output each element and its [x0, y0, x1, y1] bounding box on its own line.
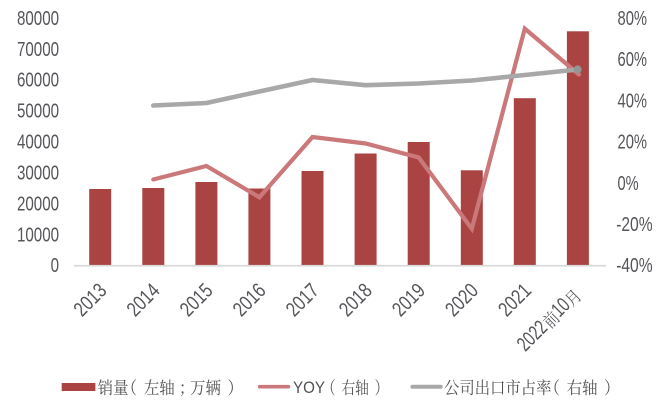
svg-text:30000: 30000	[17, 162, 59, 185]
svg-text:50000: 50000	[17, 100, 59, 123]
svg-text:60000: 60000	[17, 69, 59, 92]
svg-text:40000: 40000	[17, 131, 59, 154]
svg-text:60%: 60%	[618, 48, 648, 71]
svg-text:40%: 40%	[618, 89, 648, 112]
svg-text:80000: 80000	[17, 7, 59, 30]
svg-text:70000: 70000	[17, 38, 59, 61]
svg-text:-20%: -20%	[616, 213, 652, 236]
svg-text:10000: 10000	[17, 223, 59, 246]
svg-text:20%: 20%	[618, 131, 648, 154]
svg-text:0%: 0%	[618, 172, 639, 195]
svg-text:80%: 80%	[618, 7, 648, 30]
svg-text:YOY: YOY	[293, 378, 325, 397]
svg-text:-40%: -40%	[616, 254, 652, 277]
svg-text:20000: 20000	[17, 192, 59, 215]
svg-text:0: 0	[51, 254, 59, 277]
